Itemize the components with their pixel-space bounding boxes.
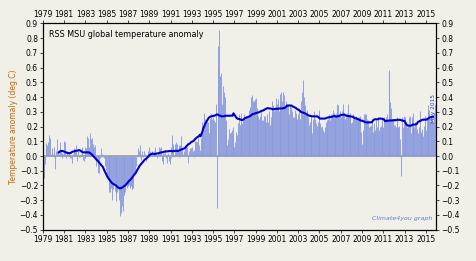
Y-axis label: Temperature anomaly (deg.C): Temperature anomaly (deg.C) <box>9 69 18 184</box>
Text: RSS MSU global temperature anomaly: RSS MSU global temperature anomaly <box>49 30 203 39</box>
Text: Climate4you graph: Climate4you graph <box>371 216 432 221</box>
Text: May 2015: May 2015 <box>430 94 435 123</box>
